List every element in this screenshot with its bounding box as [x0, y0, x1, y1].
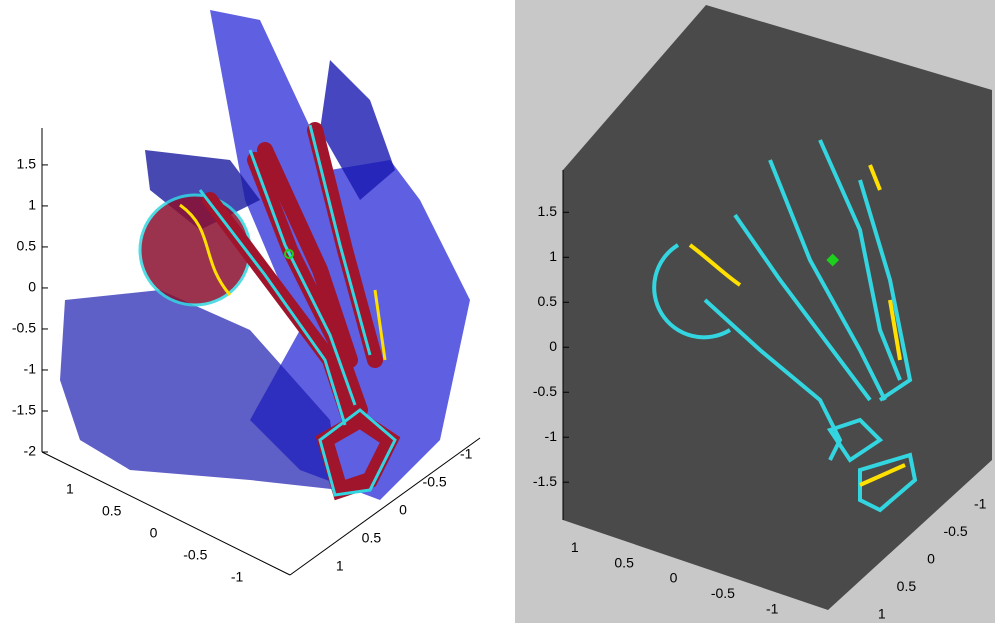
z-tick-label: -2	[24, 443, 37, 459]
y-tick-label: -0.5	[944, 523, 968, 539]
z-tick-label: -0.5	[12, 320, 36, 336]
x-tick-label: -0.5	[711, 585, 735, 601]
y-tick-label: 0.5	[897, 578, 917, 594]
x-tick-label: -1	[766, 601, 779, 617]
z-tick-label: 0.5	[538, 293, 558, 309]
x-tick-label: -1	[231, 569, 244, 585]
x-tick-label: 0.5	[614, 554, 634, 570]
y-tick-label: 0.5	[362, 530, 382, 546]
sphere	[140, 195, 250, 305]
z-tick-label: -1	[24, 361, 37, 377]
z-tick-label: 0	[549, 338, 557, 354]
z-tick-label: -1	[545, 428, 558, 444]
x-tick-label: 0.5	[102, 503, 122, 519]
x-tick-label: 0	[670, 570, 678, 586]
x-tick-label: -0.5	[183, 547, 207, 563]
z-tick-label: -1.5	[533, 473, 557, 489]
y-tick-label: 0	[927, 551, 935, 567]
y-tick-label: 0	[399, 502, 407, 518]
y-tick-label: 1	[336, 558, 344, 574]
z-tick-label: 1.5	[538, 203, 558, 219]
z-tick-label: 1	[549, 248, 557, 264]
figure: 1.5 1 0.5 0 -0.5 -1 -1.5 -2 1 0.5 0 -0.5 -1 -1 -0.5 0 0.…	[0, 0, 995, 623]
y-tick-label: -1	[460, 446, 473, 462]
z-tick-label: 0.5	[17, 238, 37, 254]
z-tick-label: 1.5	[17, 156, 37, 172]
left-render	[42, 10, 480, 575]
z-tick-label: 1	[28, 197, 36, 213]
y-tick-label: -1	[974, 496, 987, 512]
y-tick-label: -0.5	[423, 474, 447, 490]
page: 1.5 1 0.5 0 -0.5 -1 -1.5 -2 1 0.5 0 -0.5 -1 -1 -0.5 0 0.…	[0, 0, 995, 623]
z-tick-label: 0	[28, 279, 36, 295]
z-tick-label: -0.5	[533, 383, 557, 399]
right-render	[515, 0, 995, 623]
z-tick-label: -1.5	[12, 402, 36, 418]
x-tick-label: 1	[571, 539, 579, 555]
y-tick-label: 1	[878, 606, 886, 622]
x-tick-label: 1	[66, 481, 74, 497]
x-tick-label: 0	[150, 525, 158, 541]
